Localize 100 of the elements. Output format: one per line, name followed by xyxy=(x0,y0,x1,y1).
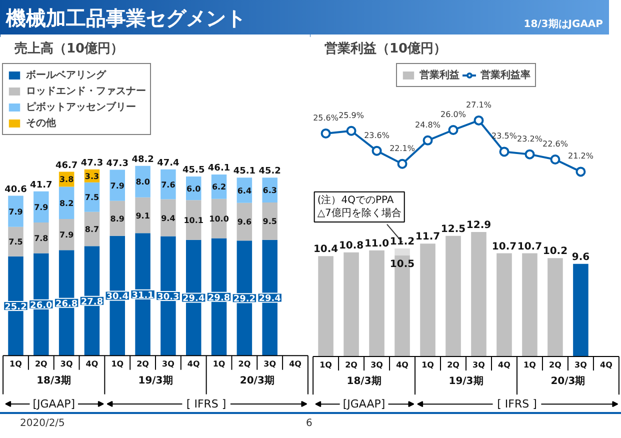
text: 19/3期 xyxy=(448,375,484,388)
bar xyxy=(34,191,49,223)
x-tick-label: 1Q xyxy=(320,360,332,370)
text: [ IFRS ] xyxy=(186,397,226,410)
chart-title: 営業利益（10億円） xyxy=(324,40,447,56)
data-label: 25.2 xyxy=(4,302,27,312)
data-label: 30.4 xyxy=(106,292,128,302)
data-label: 9.6 xyxy=(572,252,590,263)
bar xyxy=(548,258,563,356)
data-label: 7.9 xyxy=(110,181,125,190)
point xyxy=(346,126,356,136)
bar xyxy=(420,244,436,356)
point xyxy=(320,128,331,138)
text: 2020/2/5 xyxy=(20,417,65,431)
legend-label: ピボットアッセンブリー xyxy=(26,100,136,114)
x-tick-label: 2Q xyxy=(447,360,460,370)
data-label: 12.9 xyxy=(466,220,492,232)
data-label: 6.3 xyxy=(262,186,277,196)
x-tick-label: 4Q xyxy=(187,360,200,369)
data-label: 21.2% xyxy=(568,152,594,161)
x-tick-label: 2Q xyxy=(345,360,358,370)
bar xyxy=(211,198,227,238)
data-label: 22.1% xyxy=(390,144,416,153)
data-label: 7.8 xyxy=(34,234,49,243)
data-label: 3.8 xyxy=(59,175,74,184)
data-label: 7.9 xyxy=(8,207,24,216)
point xyxy=(397,158,408,169)
text: 18/3期はJGAAP xyxy=(524,18,603,32)
x-tick-label: 3Q xyxy=(472,360,486,370)
bar xyxy=(135,197,150,234)
total-label: 45.1 xyxy=(233,166,256,177)
data-label: 27.8 xyxy=(80,297,104,308)
bar xyxy=(394,248,410,256)
point xyxy=(499,146,510,157)
bar xyxy=(160,199,176,236)
text: 18/3期 xyxy=(346,375,382,388)
data-label: 23.6% xyxy=(364,130,390,140)
data-label: 7.9 xyxy=(34,202,49,212)
data-label: 25.6% xyxy=(313,113,339,122)
bar xyxy=(135,166,150,198)
data-label: 9.4 xyxy=(161,214,176,223)
x-tick-label: 1Q xyxy=(524,360,536,370)
total-label: 46.1 xyxy=(208,164,230,174)
text: [JGAAP] xyxy=(342,398,386,411)
data-label: 29.4 xyxy=(182,294,205,304)
data-label: 9.5 xyxy=(262,217,278,226)
bar xyxy=(446,236,461,356)
total-label: 47.3 xyxy=(106,158,128,169)
bar xyxy=(369,250,384,356)
data-label: 8.9 xyxy=(110,214,125,224)
legend-label: ボールベアリング xyxy=(26,69,106,82)
x-tick-label: 3Q xyxy=(264,360,276,369)
x-tick-label: 4Q xyxy=(600,360,613,370)
point xyxy=(372,146,382,156)
x-tick-label: 3Q xyxy=(162,360,175,369)
bar xyxy=(522,253,538,356)
total-label: 41.7 xyxy=(30,180,52,190)
x-tick-label: 4Q xyxy=(396,360,409,370)
text: 19/3期 xyxy=(138,374,173,387)
data-label: 10.7 xyxy=(517,241,542,252)
bar xyxy=(344,252,359,356)
x-tick-label: 3Q xyxy=(370,360,384,370)
data-label: 29.8 xyxy=(208,293,230,304)
data-label: 9.6 xyxy=(237,218,252,227)
data-label: 11.7 xyxy=(415,232,440,243)
point xyxy=(448,125,458,135)
data-label: 7.5 xyxy=(8,238,24,247)
bar xyxy=(496,253,512,356)
data-label: 3.3 xyxy=(84,172,100,181)
x-tick-label: 2Q xyxy=(136,360,150,369)
total-label: 45.5 xyxy=(182,165,205,176)
bar xyxy=(471,232,486,356)
x-tick-label: 2Q xyxy=(34,360,48,369)
x-tick-label: 3Q xyxy=(574,360,588,370)
point xyxy=(474,115,484,126)
bar xyxy=(318,256,334,356)
data-label: 8.0 xyxy=(136,178,150,187)
data-label: 23.5% xyxy=(492,132,518,141)
text: [JGAAP] xyxy=(32,397,76,410)
bar xyxy=(573,264,588,356)
bar xyxy=(8,196,24,227)
chart-title: 売上高（10億円） xyxy=(14,40,124,56)
data-label: 10.2 xyxy=(542,246,568,258)
data-label: 10.0 xyxy=(209,214,230,224)
data-label: 26.8 xyxy=(55,299,78,310)
data-label: 6.2 xyxy=(212,182,226,192)
point xyxy=(524,149,535,160)
data-label: 7.9 xyxy=(59,230,74,240)
x-tick-label: 1Q xyxy=(111,360,124,369)
data-label: 10.1 xyxy=(184,216,204,225)
data-label: 10.8 xyxy=(338,240,364,252)
total-label: 11.2 xyxy=(390,236,415,248)
bar xyxy=(34,222,49,254)
legend-label: 営業利益率 xyxy=(480,68,530,82)
point xyxy=(550,154,560,165)
data-label: 9.1 xyxy=(136,211,150,220)
x-tick-label: 1Q xyxy=(10,360,22,369)
bar xyxy=(160,169,176,200)
x-tick-label: 4Q xyxy=(86,360,98,369)
data-label: 23.2% xyxy=(517,134,543,144)
